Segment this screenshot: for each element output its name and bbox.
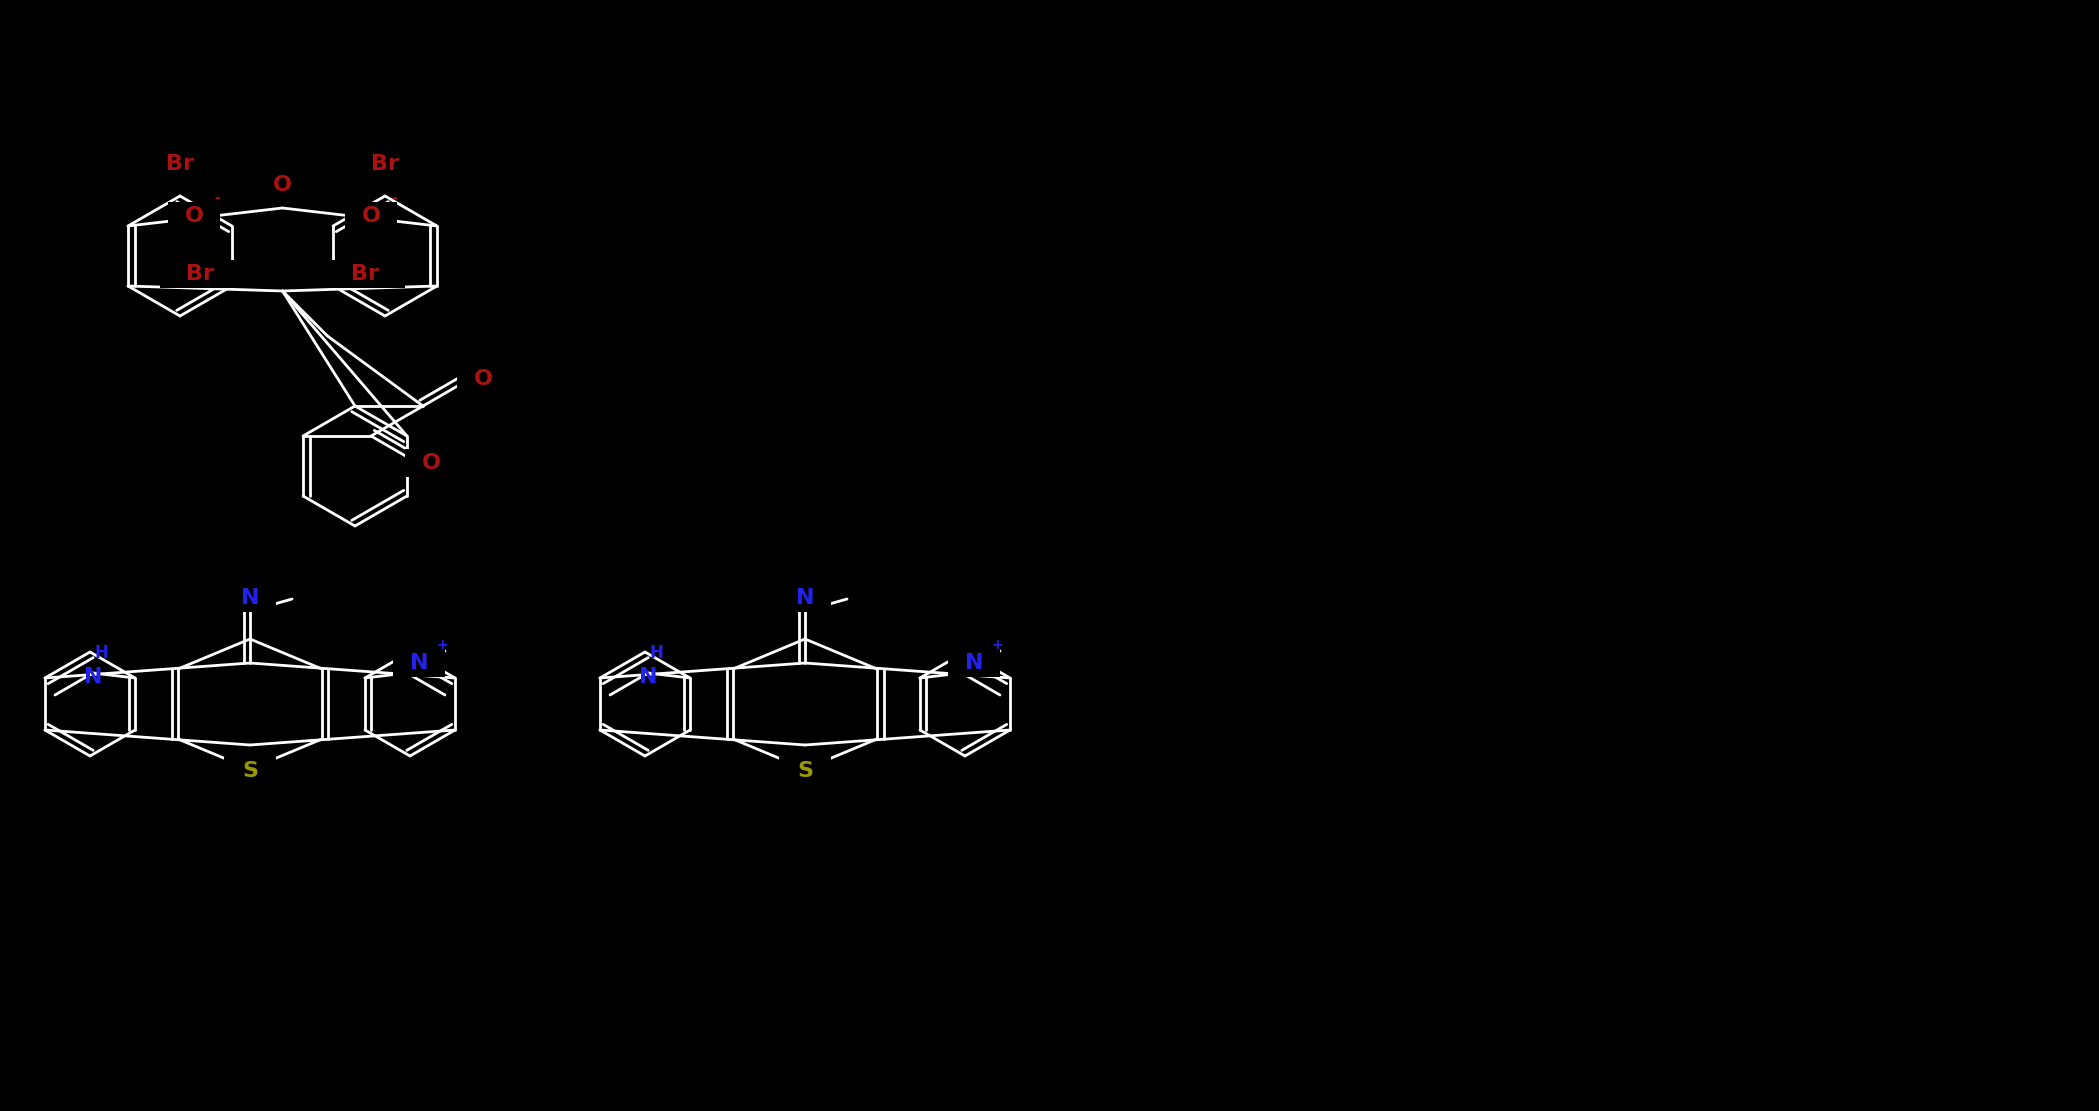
- Text: Br: Br: [351, 264, 380, 284]
- Bar: [949, 649, 999, 677]
- Bar: [256, 171, 309, 199]
- Bar: [141, 150, 220, 178]
- Bar: [225, 584, 275, 612]
- Bar: [458, 366, 508, 393]
- Text: N: N: [241, 588, 260, 608]
- Text: S: S: [241, 761, 258, 781]
- Text: H: H: [649, 644, 663, 662]
- Text: N: N: [966, 653, 982, 673]
- Bar: [779, 757, 831, 785]
- Text: Br: Br: [187, 264, 214, 284]
- Bar: [160, 260, 239, 288]
- Bar: [225, 757, 275, 785]
- Text: N: N: [796, 588, 814, 608]
- Bar: [168, 202, 220, 230]
- Bar: [344, 150, 424, 178]
- Text: Br: Br: [166, 154, 193, 174]
- Text: -: -: [390, 191, 397, 206]
- Text: N: N: [638, 667, 657, 687]
- Bar: [344, 202, 397, 230]
- Text: S: S: [798, 761, 812, 781]
- Text: H: H: [94, 644, 107, 662]
- Text: O: O: [422, 453, 441, 473]
- Bar: [325, 260, 405, 288]
- Text: N: N: [409, 653, 428, 673]
- Text: N: N: [84, 667, 103, 687]
- Text: Br: Br: [372, 154, 399, 174]
- Text: +: +: [991, 638, 1003, 652]
- Bar: [405, 449, 458, 477]
- Text: O: O: [273, 176, 292, 196]
- Text: O: O: [474, 369, 493, 389]
- Text: O: O: [361, 206, 380, 226]
- Bar: [779, 584, 831, 612]
- Text: -: -: [214, 191, 220, 206]
- Text: O: O: [185, 206, 204, 226]
- Bar: [393, 649, 445, 677]
- Text: +: +: [437, 638, 447, 652]
